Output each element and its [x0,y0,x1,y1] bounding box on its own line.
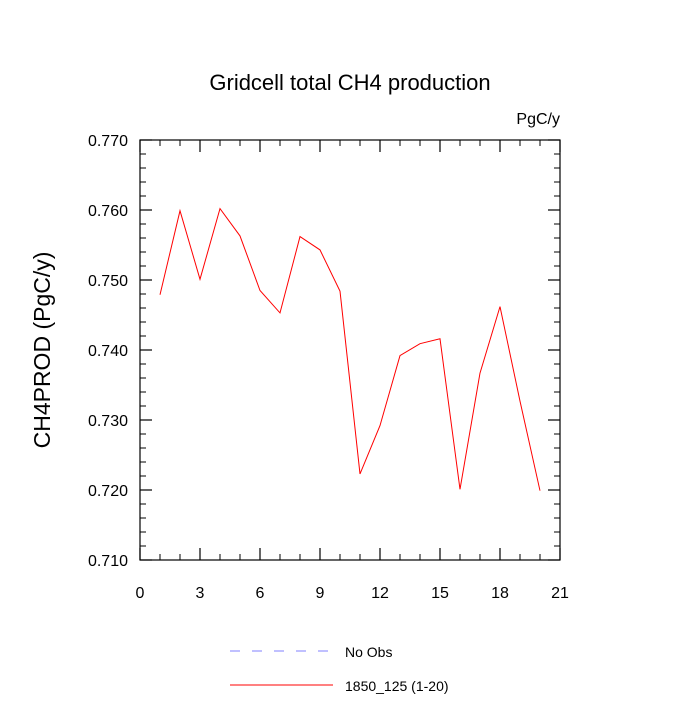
y-tick-label: 0.750 [88,273,128,290]
legend-label-no-obs: No Obs [345,644,392,660]
x-tick-label: 21 [551,585,569,602]
y-axis-label: CH4PROD (PgC/y) [29,252,55,449]
x-tick-label: 12 [371,585,389,602]
units-label: PgC/y [516,111,560,128]
y-tick-label: 0.760 [88,203,128,220]
y-tick-label: 0.740 [88,343,128,360]
legend-label-1850-125: 1850_125 (1-20) [345,678,449,694]
series-line [159,207,541,491]
plot-border [139,139,561,561]
y-tick-label: 0.720 [88,483,128,500]
y-axis: 0.710 0.720 0.730 0.740 0.750 0.760 0.770 [88,133,560,570]
x-tick-label: 6 [256,585,265,602]
x-tick-label: 3 [196,585,205,602]
legend: No Obs 1850_125 (1-20) [230,644,449,694]
x-axis: 0 3 6 9 12 15 18 21 [136,140,569,602]
x-tick-label: 0 [136,585,145,602]
y-tick-label: 0.710 [88,553,128,570]
y-tick-label: 0.730 [88,413,128,430]
series-layer [159,207,541,491]
y-tick-label: 0.770 [88,133,128,150]
x-tick-label: 15 [431,585,449,602]
x-tick-label: 9 [316,585,325,602]
x-tick-label: 18 [491,585,509,602]
chart-title: Gridcell total CH4 production [209,70,490,95]
plot-frame [139,139,561,561]
